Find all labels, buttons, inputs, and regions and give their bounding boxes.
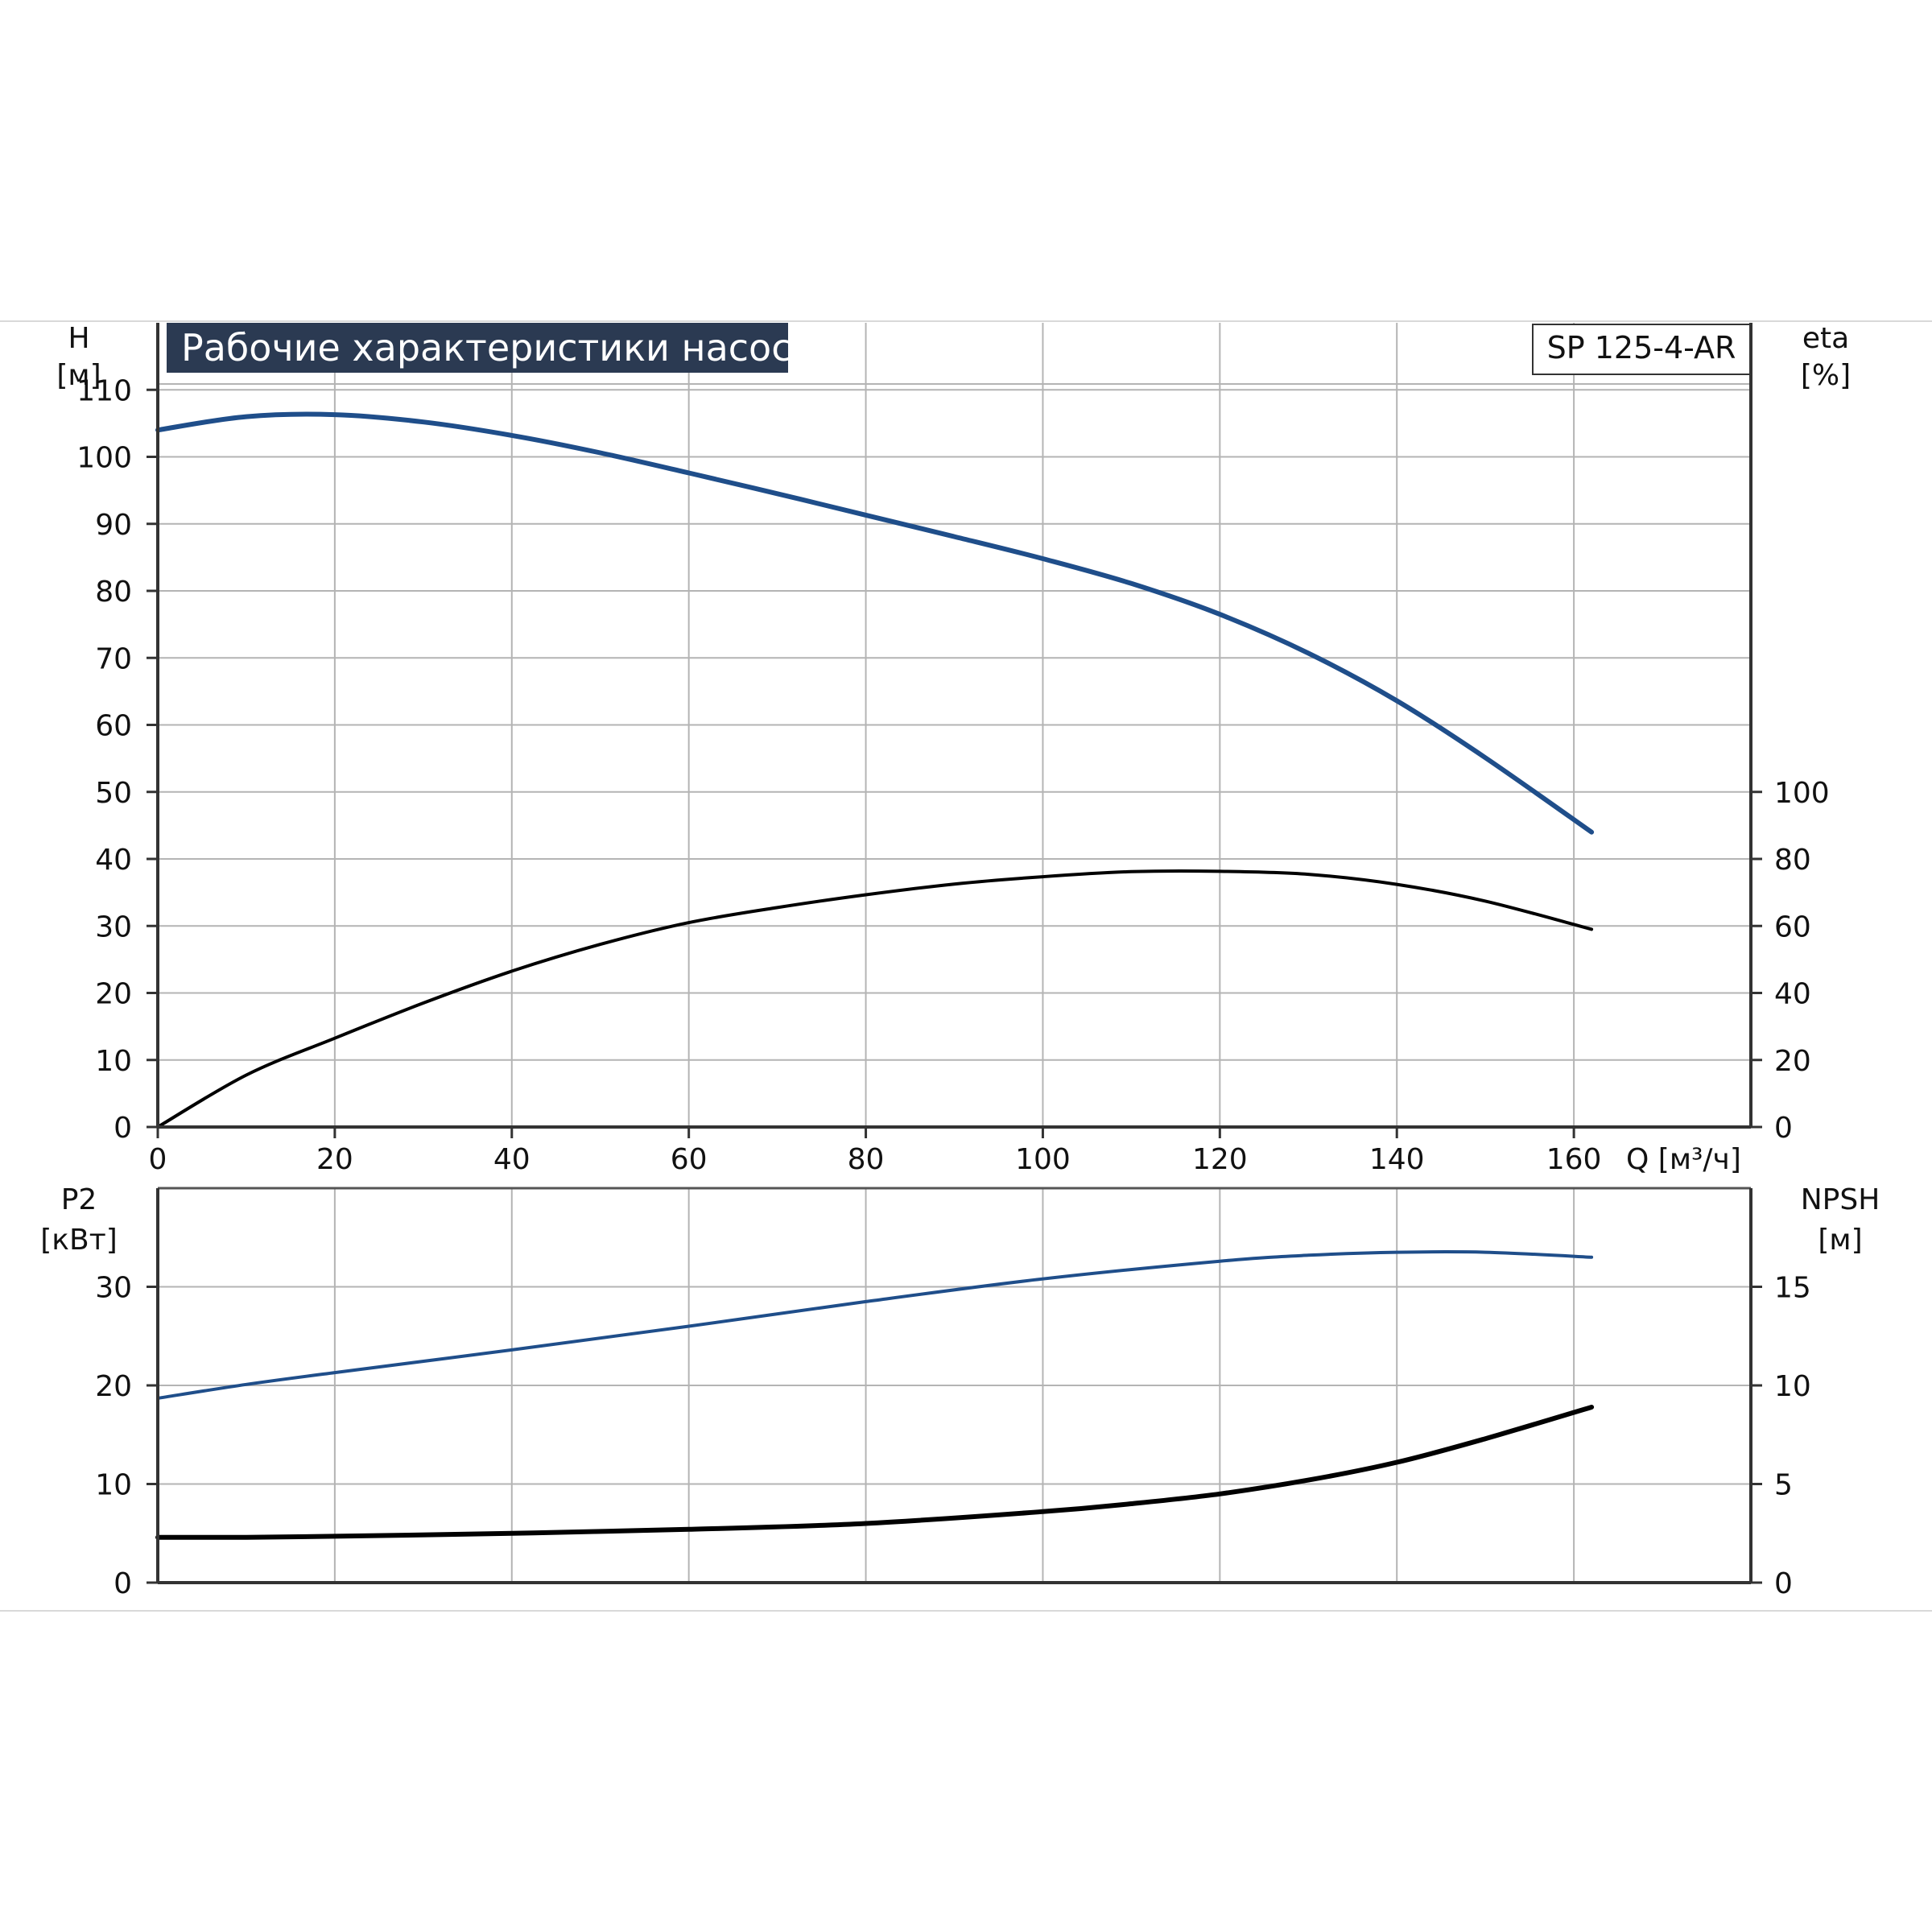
right-axis-unit-npsh: [м] [1818, 1224, 1862, 1257]
model-box [1532, 324, 1751, 375]
x-tick-label: 80 [848, 1143, 885, 1176]
right-tick-label: 10 [1774, 1370, 1811, 1403]
left-tick-label: 50 [95, 777, 132, 810]
right-tick-label: 60 [1774, 910, 1811, 943]
left-tick-label: 90 [95, 509, 132, 542]
right-tick-label: 15 [1774, 1272, 1811, 1305]
axes [147, 323, 1762, 1584]
left-tick-label: 70 [95, 642, 132, 675]
right-tick-label: 40 [1774, 978, 1811, 1011]
chart-title: Рабочие характеристики насоса [181, 326, 815, 369]
left-tick-label: 10 [95, 1045, 132, 1078]
left-tick-label: 30 [95, 910, 132, 943]
left-tick-label: 80 [95, 576, 132, 609]
right-axis-label-npsh: NPSH [1801, 1183, 1880, 1216]
model-label: SP 125-4-AR [1547, 330, 1736, 365]
series-line-0-0 [155, 411, 1595, 835]
left-tick-label: 20 [95, 1370, 132, 1403]
x-tick-label: 60 [671, 1143, 708, 1176]
left-tick-label: 10 [95, 1469, 132, 1502]
x-tick-label: 40 [493, 1143, 530, 1176]
x-tick-label: 20 [316, 1143, 353, 1176]
right-tick-label: 0 [1774, 1112, 1793, 1145]
x-tick-label: 120 [1192, 1143, 1248, 1176]
right-axis-label-eta: eta [1802, 322, 1849, 355]
left-tick-label: 110 [76, 374, 132, 407]
title-banner [167, 323, 788, 373]
left-tick-label: 60 [95, 710, 132, 743]
left-tick-label: 30 [95, 1272, 132, 1305]
x-axis-label-q: Q [м³/ч] [1626, 1143, 1741, 1176]
right-tick-label: 20 [1774, 1045, 1811, 1078]
x-tick-label: 160 [1546, 1143, 1602, 1176]
left-axis-label-h: H [68, 322, 89, 355]
left-tick-label: 100 [76, 442, 132, 475]
left-axis-label-p2: P2 [61, 1183, 97, 1216]
left-tick-label: 0 [114, 1567, 132, 1600]
right-tick-label: 80 [1774, 844, 1811, 877]
x-tick-label: 0 [149, 1143, 167, 1176]
x-tick-label: 100 [1015, 1143, 1071, 1176]
left-tick-label: 0 [114, 1112, 132, 1145]
bottom-gridlines [158, 1187, 1751, 1583]
series-line-1-0 [156, 1249, 1594, 1400]
left-tick-label: 40 [95, 844, 132, 877]
right-tick-label: 100 [1774, 777, 1830, 810]
top-gridlines [158, 323, 1751, 1127]
series-line-1-1 [155, 1405, 1595, 1540]
right-tick-label: 0 [1774, 1567, 1793, 1600]
bottom-curves [155, 1249, 1595, 1540]
left-tick-label: 20 [95, 978, 132, 1011]
series-line-0-1 [156, 869, 1594, 1129]
right-tick-label: 5 [1774, 1469, 1793, 1502]
right-axis-unit-eta: [%] [1801, 359, 1851, 392]
left-axis-unit-p2: [кВт] [40, 1224, 118, 1257]
top-curves [155, 411, 1595, 1129]
left-axis-unit-h: [м] [56, 359, 101, 392]
x-tick-label: 140 [1369, 1143, 1425, 1176]
